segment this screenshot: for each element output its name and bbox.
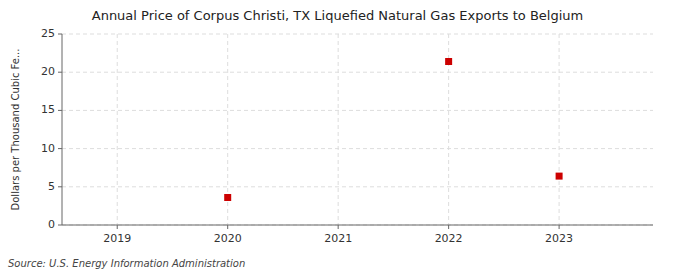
- chart: 0 5 10 15 20 25 2019 2020 2021 2022 2023 Annual Pri…: [0, 0, 675, 275]
- y-tick: [58, 110, 62, 111]
- y-ticks: 0 5 10 15 20 25: [41, 27, 62, 231]
- background: [0, 0, 675, 275]
- y-tick-label: 0: [48, 218, 55, 231]
- source-note: Source: U.S. Energy Information Administ…: [8, 258, 245, 269]
- y-tick: [58, 225, 62, 226]
- y-grid-line: [62, 34, 653, 35]
- y-grid-line: [62, 186, 653, 187]
- x-tick-label: 2019: [103, 232, 131, 245]
- x-tick: [227, 225, 228, 229]
- y-grid-line: [62, 148, 653, 149]
- y-tick-label: 10: [41, 142, 55, 155]
- x-axis-line: [62, 225, 653, 226]
- x-tick-label: 2022: [435, 232, 463, 245]
- title: Annual Price of Corpus Christi, TX Lique…: [92, 8, 583, 23]
- x-tick-label: 2023: [545, 232, 573, 245]
- x-tick-label: 2020: [214, 232, 242, 245]
- y-tick-label: 25: [41, 27, 55, 40]
- point: [224, 194, 231, 201]
- x-tick: [338, 225, 339, 229]
- y-axis-label: Dollars per Thousand Cubic Fe...: [10, 49, 21, 211]
- y-tick-label: 20: [41, 65, 55, 78]
- x-grid-line: [117, 34, 118, 225]
- y-grid-line: [62, 72, 653, 73]
- x-ticks: 2019 2020 2021 2022 2023: [103, 225, 573, 245]
- y-tick-label: 15: [41, 103, 55, 116]
- grid: [62, 34, 653, 225]
- y-tick: [58, 34, 62, 35]
- y-tick: [58, 72, 62, 73]
- y-tick: [58, 186, 62, 187]
- x-tick: [117, 225, 118, 229]
- y-grid-line: [62, 225, 653, 226]
- x-grid-line: [559, 34, 560, 225]
- y-axis-line: [62, 34, 63, 225]
- y-tick: [58, 148, 62, 149]
- x-tick: [559, 225, 560, 229]
- x-tick: [448, 225, 449, 229]
- y-grid-line: [62, 110, 653, 111]
- x-grid-line: [338, 34, 339, 225]
- points: [224, 58, 562, 201]
- point: [556, 173, 563, 180]
- x-tick-label: 2021: [324, 232, 352, 245]
- point: [445, 58, 452, 65]
- y-tick-label: 5: [48, 180, 55, 193]
